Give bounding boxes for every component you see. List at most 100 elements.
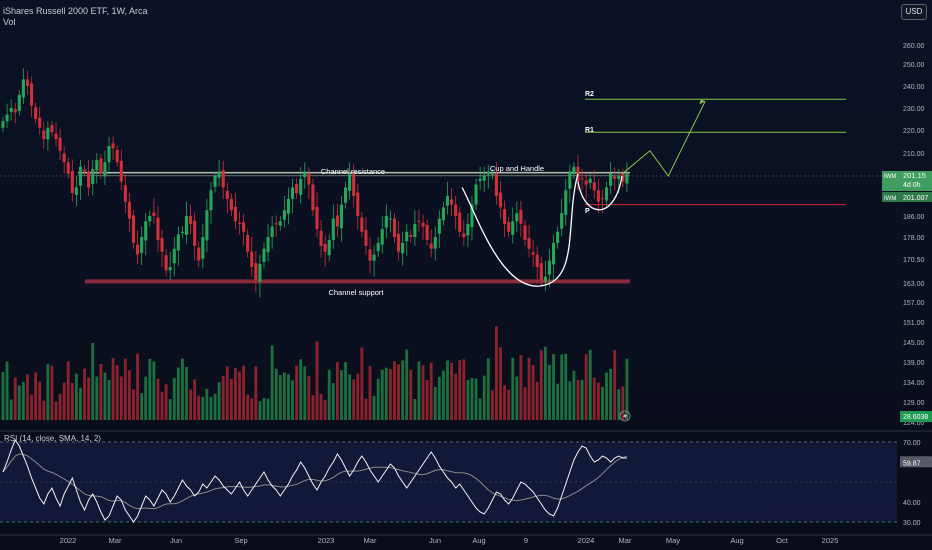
volume-bar <box>140 393 144 420</box>
volume-bar <box>119 376 123 420</box>
volume-bar <box>307 375 311 420</box>
lightning-icon <box>619 410 631 422</box>
volume-bar <box>499 347 502 420</box>
price-axis-tick: 250.00 <box>903 62 925 69</box>
volume-bar <box>327 369 331 420</box>
volume-bar <box>519 355 523 420</box>
rsi-current-tag-bg <box>900 456 932 468</box>
volume-bar <box>66 361 70 420</box>
volume-bar <box>527 357 531 420</box>
candle-body <box>458 212 462 232</box>
r2-label: R2 <box>585 91 594 98</box>
candle-body <box>148 216 152 222</box>
candle-body <box>156 217 160 240</box>
volume-bar <box>103 372 107 420</box>
bar-countdown: 4d 0h <box>903 182 921 189</box>
candle-body <box>237 222 242 224</box>
candle-body <box>478 178 482 182</box>
volume-bar <box>388 368 392 420</box>
candle-body <box>343 187 348 203</box>
volume-bar <box>560 354 564 420</box>
candle-body <box>160 238 164 252</box>
candle-body <box>123 185 127 202</box>
candle-body <box>445 196 450 206</box>
candle-body <box>213 176 217 187</box>
rsi-axis-tick: 30.00 <box>903 520 921 527</box>
volume-bar <box>26 374 29 420</box>
volume-bar <box>107 379 111 420</box>
price-axis-tick: 178.00 <box>903 235 925 242</box>
currency-button[interactable]: USD <box>901 4 927 20</box>
price-axis-tick: 157.00 <box>903 300 925 307</box>
candle-body <box>323 244 327 252</box>
candle-body <box>225 190 229 199</box>
volume-bar <box>176 367 180 420</box>
candle-body <box>572 166 576 175</box>
candle-body <box>266 237 270 253</box>
volume-bar <box>34 372 38 420</box>
candle-body <box>66 162 70 174</box>
time-axis-tick: Aug <box>730 536 743 545</box>
volume-bar <box>229 378 233 420</box>
volume-bar <box>441 370 445 420</box>
price-axis-tick: 163.00 <box>903 281 925 288</box>
price-axis-tick: 129.00 <box>903 400 925 407</box>
volume-bar <box>523 387 527 420</box>
candle-body <box>254 263 258 280</box>
ticker-tag: IWM <box>884 174 896 180</box>
candle-body <box>462 233 466 237</box>
channel-resistance-label: Channel resistance <box>321 167 385 176</box>
volume-bar <box>62 382 66 420</box>
candle-body <box>454 204 458 216</box>
candle-body <box>568 171 572 189</box>
candle-body <box>368 249 372 261</box>
candle-body <box>474 184 478 205</box>
candle-body <box>376 242 380 252</box>
volume-bar <box>111 358 115 420</box>
volume-bar <box>213 393 217 420</box>
volume-bar <box>262 398 266 420</box>
candle-body <box>286 198 291 214</box>
volume-bar <box>466 379 470 420</box>
volume-bar <box>254 366 258 420</box>
candle-body <box>38 117 42 128</box>
volume-bar <box>478 398 482 420</box>
volume-bar <box>303 366 307 420</box>
volume-bar <box>535 381 539 420</box>
candle-body <box>311 184 315 211</box>
volume-bar <box>201 396 205 420</box>
candle-body <box>348 173 352 191</box>
volume-bar <box>152 361 156 420</box>
price-axis-tick: 230.00 <box>903 106 925 113</box>
volume-bar <box>246 394 250 420</box>
volume-bar <box>417 361 421 420</box>
volume-tag-bg <box>900 411 932 422</box>
volume-bar <box>588 349 592 420</box>
volume-bar <box>401 360 405 420</box>
volume-bar <box>181 358 184 420</box>
volume-bar <box>413 399 417 420</box>
time-axis-tick: 2023 <box>318 536 335 545</box>
candle-body <box>507 222 511 232</box>
volume-bar <box>258 401 262 420</box>
candle-body <box>29 83 34 106</box>
candle-body <box>380 229 384 245</box>
last-price-value: 201.15 <box>903 171 926 180</box>
volume-bar <box>30 394 33 420</box>
candle-body <box>233 206 237 222</box>
rsi-sma-line <box>2 453 628 510</box>
volume-bar <box>531 365 535 420</box>
volume-bar <box>274 368 278 420</box>
candle-body <box>356 192 360 216</box>
candle-body <box>221 170 225 188</box>
candle-body <box>339 204 344 229</box>
candle-body <box>494 173 498 196</box>
volume-bar <box>543 346 547 420</box>
volume-bar <box>625 358 629 420</box>
candle-body <box>42 130 46 140</box>
candle-body <box>270 226 274 237</box>
candle-body <box>127 201 131 219</box>
volume-bar <box>74 373 78 420</box>
volume-bar <box>576 380 580 420</box>
